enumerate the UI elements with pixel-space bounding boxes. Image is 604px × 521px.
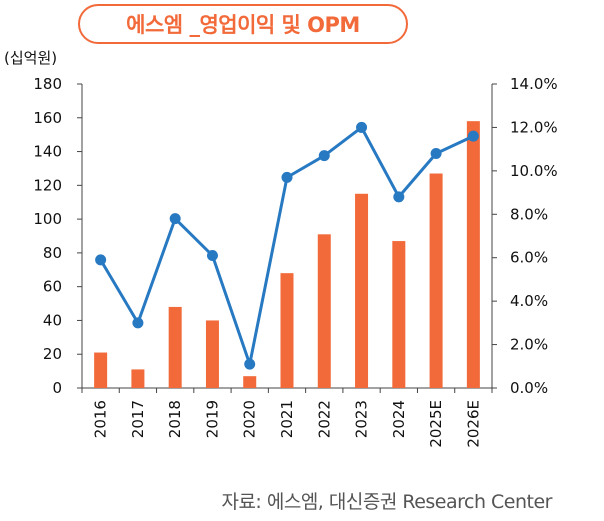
point-opm: [467, 130, 479, 142]
point-opm: [206, 250, 218, 262]
bar-operating-profit: [355, 193, 369, 388]
point-opm: [356, 121, 368, 133]
bar-operating-profit: [205, 320, 219, 388]
point-opm: [318, 150, 330, 162]
point-opm: [281, 171, 293, 183]
x-tick-label: 2020: [241, 400, 259, 438]
source-note: 자료: 에스엠, 대신증권 Research Center: [221, 491, 552, 513]
y-axis-unit-label: (십억원): [4, 49, 58, 67]
point-opm: [95, 254, 107, 266]
y-right-tick-label: 10.0%: [510, 162, 558, 180]
y-right-tick-label: 12.0%: [510, 118, 558, 136]
chart-title: 에스엠 _영업이익 및 OPM: [78, 4, 408, 44]
bar-operating-profit: [131, 369, 145, 388]
y-right-tick-label: 14.0%: [510, 75, 558, 93]
bar-operating-profit: [392, 241, 406, 388]
point-opm: [244, 358, 256, 370]
x-tick-label: 2017: [129, 400, 147, 438]
bar-operating-profit: [94, 352, 108, 388]
y-left-tick-label: 120: [33, 176, 62, 194]
x-tick-label: 2021: [278, 400, 296, 438]
bar-operating-profit: [243, 376, 257, 388]
y-right-tick-label: 0.0%: [510, 379, 548, 397]
y-left-tick-label: 20: [43, 345, 62, 363]
x-tick-label: 2018: [166, 400, 184, 438]
y-left-tick-label: 40: [43, 311, 62, 329]
y-left-tick-label: 160: [33, 109, 62, 127]
point-opm: [393, 191, 405, 203]
point-opm: [430, 147, 442, 159]
y-left-tick-label: 0: [52, 379, 62, 397]
x-tick-label: 2025E: [427, 400, 445, 448]
y-left-tick-label: 60: [43, 278, 62, 296]
bar-operating-profit: [466, 121, 480, 389]
y-right-tick-label: 2.0%: [510, 336, 548, 354]
x-tick-label: 2026E: [464, 400, 482, 448]
bar-operating-profit: [429, 173, 443, 388]
y-left-tick-label: 100: [33, 210, 62, 228]
y-left-tick-label: 80: [43, 244, 62, 262]
x-tick-label: 2024: [390, 400, 408, 438]
bar-operating-profit: [168, 306, 182, 388]
x-tick-label: 2022: [315, 400, 333, 438]
bar-operating-profit: [317, 234, 331, 388]
y-left-tick-label: 180: [33, 75, 62, 93]
y-left-tick-label: 140: [33, 143, 62, 161]
bar-operating-profit: [280, 273, 294, 388]
x-tick-label: 2016: [92, 400, 110, 438]
y-right-tick-label: 8.0%: [510, 205, 548, 223]
point-opm: [132, 317, 144, 329]
x-tick-label: 2023: [353, 400, 371, 438]
y-right-tick-label: 6.0%: [510, 249, 548, 267]
point-opm: [169, 213, 181, 225]
y-right-tick-label: 4.0%: [510, 292, 548, 310]
x-tick-label: 2019: [203, 400, 221, 438]
